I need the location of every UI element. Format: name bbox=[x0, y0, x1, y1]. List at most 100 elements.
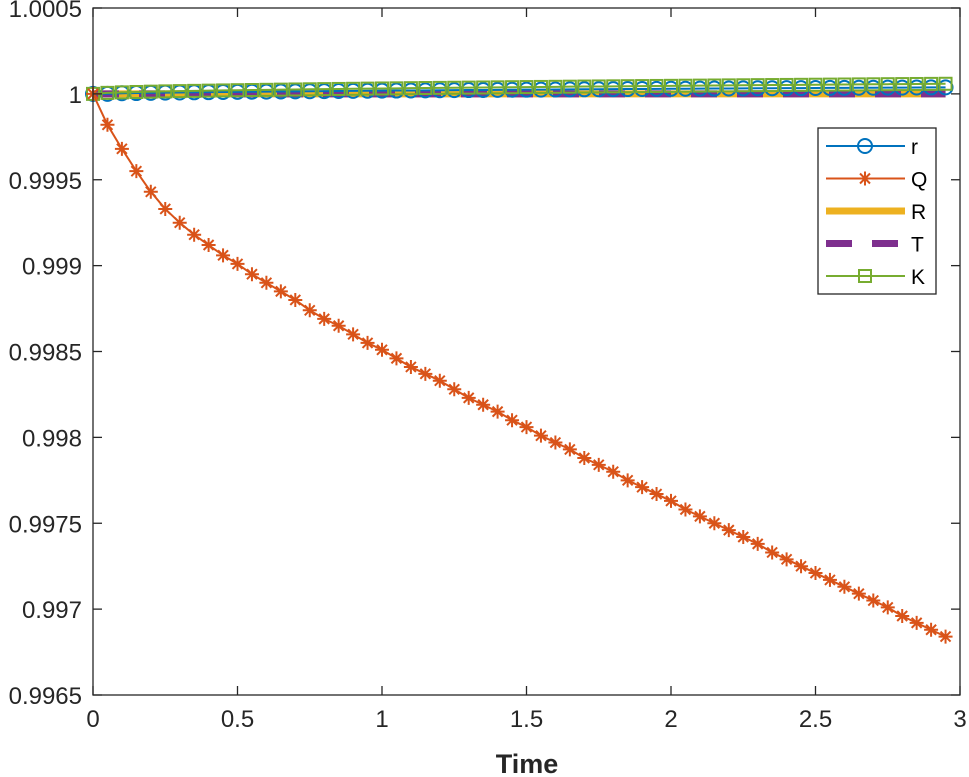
data-point-Q-30 bbox=[519, 420, 534, 435]
legend-label-r: r bbox=[911, 136, 918, 159]
data-point-Q-11 bbox=[244, 267, 259, 282]
series-Q bbox=[86, 86, 953, 644]
data-point-Q-48 bbox=[779, 552, 794, 567]
data-point-K-22 bbox=[403, 81, 418, 96]
data-point-K-16 bbox=[317, 82, 332, 97]
data-point-K-9 bbox=[216, 83, 231, 98]
data-point-K-19 bbox=[360, 81, 375, 96]
data-point-K-57 bbox=[909, 76, 924, 91]
x-tick-label: 2 bbox=[664, 706, 677, 733]
legend-item-r: r bbox=[826, 136, 918, 159]
y-tick-label: 1.0005 bbox=[9, 0, 82, 23]
data-point-K-2 bbox=[114, 85, 129, 100]
data-point-Q-39 bbox=[649, 487, 664, 502]
data-point-K-29 bbox=[505, 80, 520, 95]
data-point-K-30 bbox=[519, 80, 534, 95]
data-point-K-58 bbox=[924, 76, 939, 91]
data-point-Q-46 bbox=[750, 536, 765, 551]
data-point-Q-58 bbox=[924, 622, 939, 637]
x-tick-label: 2.5 bbox=[799, 706, 832, 733]
data-point-K-53 bbox=[851, 77, 866, 92]
data-point-Q-57 bbox=[909, 615, 924, 630]
data-point-K-33 bbox=[562, 79, 577, 94]
data-point-Q-22 bbox=[403, 359, 418, 374]
data-point-Q-54 bbox=[866, 593, 881, 608]
data-point-K-39 bbox=[649, 78, 664, 93]
data-point-K-17 bbox=[331, 81, 346, 96]
data-point-Q-21 bbox=[389, 351, 404, 366]
data-point-K-26 bbox=[461, 80, 476, 95]
series-line-K bbox=[92, 82, 946, 95]
y-tick-label: 0.999 bbox=[22, 254, 82, 281]
data-point-Q-36 bbox=[606, 464, 621, 479]
y-tick-label: 0.997 bbox=[22, 597, 82, 624]
data-point-Q-1 bbox=[100, 117, 115, 132]
y-tick-label: 0.9965 bbox=[9, 683, 82, 710]
data-point-K-14 bbox=[288, 82, 303, 97]
y-tick-label: 1 bbox=[69, 82, 82, 109]
data-point-Q-5 bbox=[158, 201, 173, 216]
data-point-Q-50 bbox=[808, 566, 823, 581]
legend-label-K: K bbox=[911, 266, 925, 289]
data-point-Q-49 bbox=[794, 559, 809, 574]
data-point-Q-45 bbox=[736, 529, 751, 544]
data-point-K-36 bbox=[606, 79, 621, 94]
x-tick-label: 0 bbox=[86, 706, 99, 733]
data-point-Q-18 bbox=[346, 327, 361, 342]
data-point-Q-12 bbox=[259, 275, 274, 290]
data-point-K-47 bbox=[765, 78, 780, 93]
y-tick-label: 0.9985 bbox=[9, 340, 82, 367]
data-point-K-3 bbox=[129, 84, 144, 99]
data-point-Q-56 bbox=[895, 608, 910, 623]
data-point-Q-7 bbox=[187, 227, 202, 242]
data-point-Q-10 bbox=[230, 256, 245, 271]
data-point-K-20 bbox=[375, 81, 389, 96]
data-point-Q-8 bbox=[201, 238, 216, 253]
data-point-Q-15 bbox=[302, 303, 317, 318]
data-point-K-49 bbox=[794, 77, 809, 92]
data-point-K-28 bbox=[490, 80, 505, 95]
data-point-K-48 bbox=[779, 77, 794, 92]
data-point-K-5 bbox=[158, 84, 173, 99]
data-point-Q-59 bbox=[938, 629, 953, 644]
data-point-K-46 bbox=[750, 78, 765, 93]
data-point-K-4 bbox=[143, 84, 158, 99]
data-point-Q-23 bbox=[418, 366, 433, 381]
data-point-K-56 bbox=[895, 77, 910, 92]
x-tick-label: 1 bbox=[375, 706, 388, 733]
data-point-K-11 bbox=[244, 83, 259, 98]
y-tick-label: 0.9995 bbox=[9, 168, 82, 195]
x-tick-label: 1.5 bbox=[510, 706, 543, 733]
data-point-Q-53 bbox=[851, 586, 866, 601]
x-axis-title: Time bbox=[496, 749, 559, 777]
data-point-Q-55 bbox=[880, 600, 895, 615]
data-point-K-27 bbox=[476, 80, 491, 95]
data-point-Q-3 bbox=[129, 164, 144, 179]
data-point-K-54 bbox=[866, 77, 881, 92]
data-point-K-45 bbox=[736, 78, 751, 93]
legend-marker-r bbox=[857, 138, 873, 154]
data-point-K-15 bbox=[302, 82, 317, 97]
axes-layer: 0 0.5 1 1.5 2 2.5 3 0.9965 0.997 0.9975 0.998 0.998… bbox=[9, 0, 967, 733]
legend-label-Q: Q bbox=[911, 169, 927, 192]
data-point-K-1 bbox=[100, 85, 115, 100]
data-point-Q-27 bbox=[476, 397, 491, 412]
series-layer bbox=[85, 76, 954, 644]
data-point-K-44 bbox=[721, 78, 736, 93]
x-tick-label: 0.5 bbox=[221, 706, 254, 733]
data-point-K-43 bbox=[707, 78, 722, 93]
legend-item-K: K bbox=[826, 266, 925, 289]
data-point-K-13 bbox=[273, 82, 288, 97]
data-point-K-32 bbox=[548, 79, 563, 94]
data-point-Q-31 bbox=[533, 428, 548, 443]
data-point-K-40 bbox=[664, 78, 678, 93]
legend-label-R: R bbox=[911, 201, 926, 224]
data-point-Q-24 bbox=[432, 373, 447, 388]
data-point-K-41 bbox=[678, 78, 693, 93]
data-point-K-21 bbox=[389, 81, 404, 96]
data-point-Q-41 bbox=[678, 502, 693, 517]
data-point-Q-13 bbox=[273, 284, 288, 299]
data-point-K-8 bbox=[201, 83, 216, 98]
series-K bbox=[86, 76, 953, 101]
